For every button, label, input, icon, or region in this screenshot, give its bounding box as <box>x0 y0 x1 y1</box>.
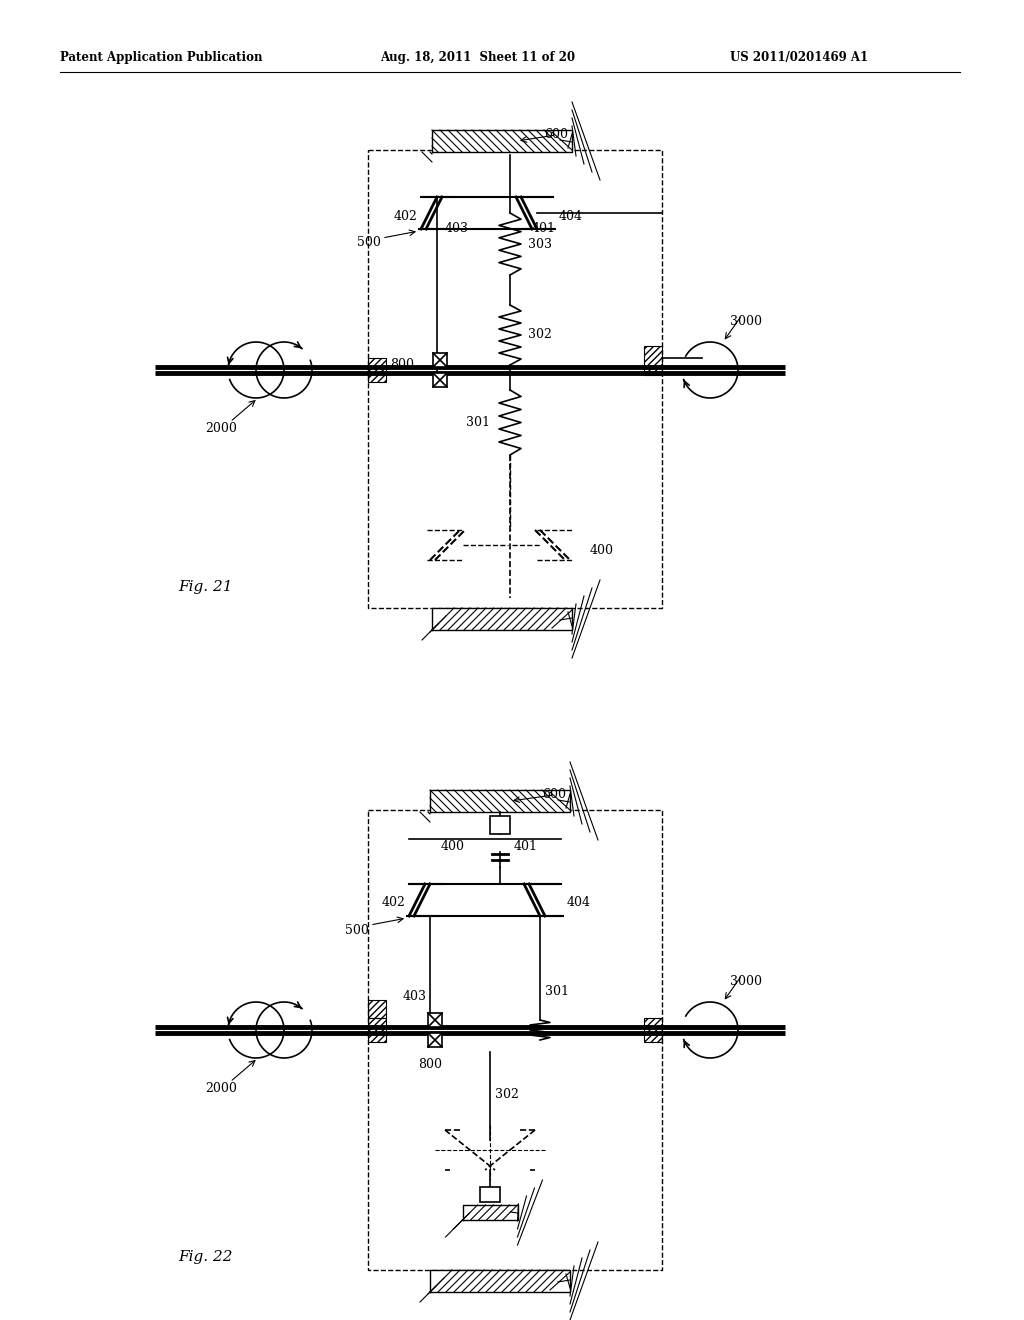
Text: 402: 402 <box>393 210 417 223</box>
Bar <box>480 1187 500 1203</box>
Polygon shape <box>428 1012 442 1027</box>
Bar <box>490 816 510 834</box>
Text: 403: 403 <box>403 990 427 1003</box>
Text: 800: 800 <box>390 359 414 371</box>
Polygon shape <box>430 1270 570 1292</box>
Text: 401: 401 <box>514 840 538 853</box>
Text: Fig. 22: Fig. 22 <box>178 1250 232 1265</box>
Text: 3000: 3000 <box>730 975 762 987</box>
Text: 500: 500 <box>345 924 369 936</box>
Text: US 2011/0201469 A1: US 2011/0201469 A1 <box>730 51 868 65</box>
Polygon shape <box>432 609 572 630</box>
Text: 402: 402 <box>381 896 406 909</box>
Text: 302: 302 <box>528 329 552 342</box>
Text: 400: 400 <box>441 840 465 853</box>
Text: Fig. 21: Fig. 21 <box>178 579 232 594</box>
Text: 301: 301 <box>545 985 569 998</box>
Polygon shape <box>463 1205 517 1220</box>
Text: 3000: 3000 <box>730 315 762 327</box>
Text: 2000: 2000 <box>205 1082 237 1096</box>
Polygon shape <box>433 352 447 367</box>
Text: 600: 600 <box>542 788 566 801</box>
Text: 800: 800 <box>418 1059 442 1071</box>
Polygon shape <box>432 129 572 152</box>
Polygon shape <box>428 1034 442 1047</box>
Text: 600: 600 <box>544 128 568 141</box>
Text: 2000: 2000 <box>205 422 237 436</box>
Text: 301: 301 <box>466 416 490 429</box>
Polygon shape <box>430 789 570 812</box>
Text: 302: 302 <box>495 1088 519 1101</box>
Text: Patent Application Publication: Patent Application Publication <box>60 51 262 65</box>
Text: 404: 404 <box>559 210 583 223</box>
Text: 401: 401 <box>532 222 556 235</box>
Text: 303: 303 <box>528 238 552 251</box>
Text: 403: 403 <box>445 222 469 235</box>
Polygon shape <box>433 374 447 387</box>
Text: 500: 500 <box>357 236 381 249</box>
Text: 404: 404 <box>567 896 591 909</box>
Text: Aug. 18, 2011  Sheet 11 of 20: Aug. 18, 2011 Sheet 11 of 20 <box>380 51 575 65</box>
Text: 400: 400 <box>590 544 614 557</box>
